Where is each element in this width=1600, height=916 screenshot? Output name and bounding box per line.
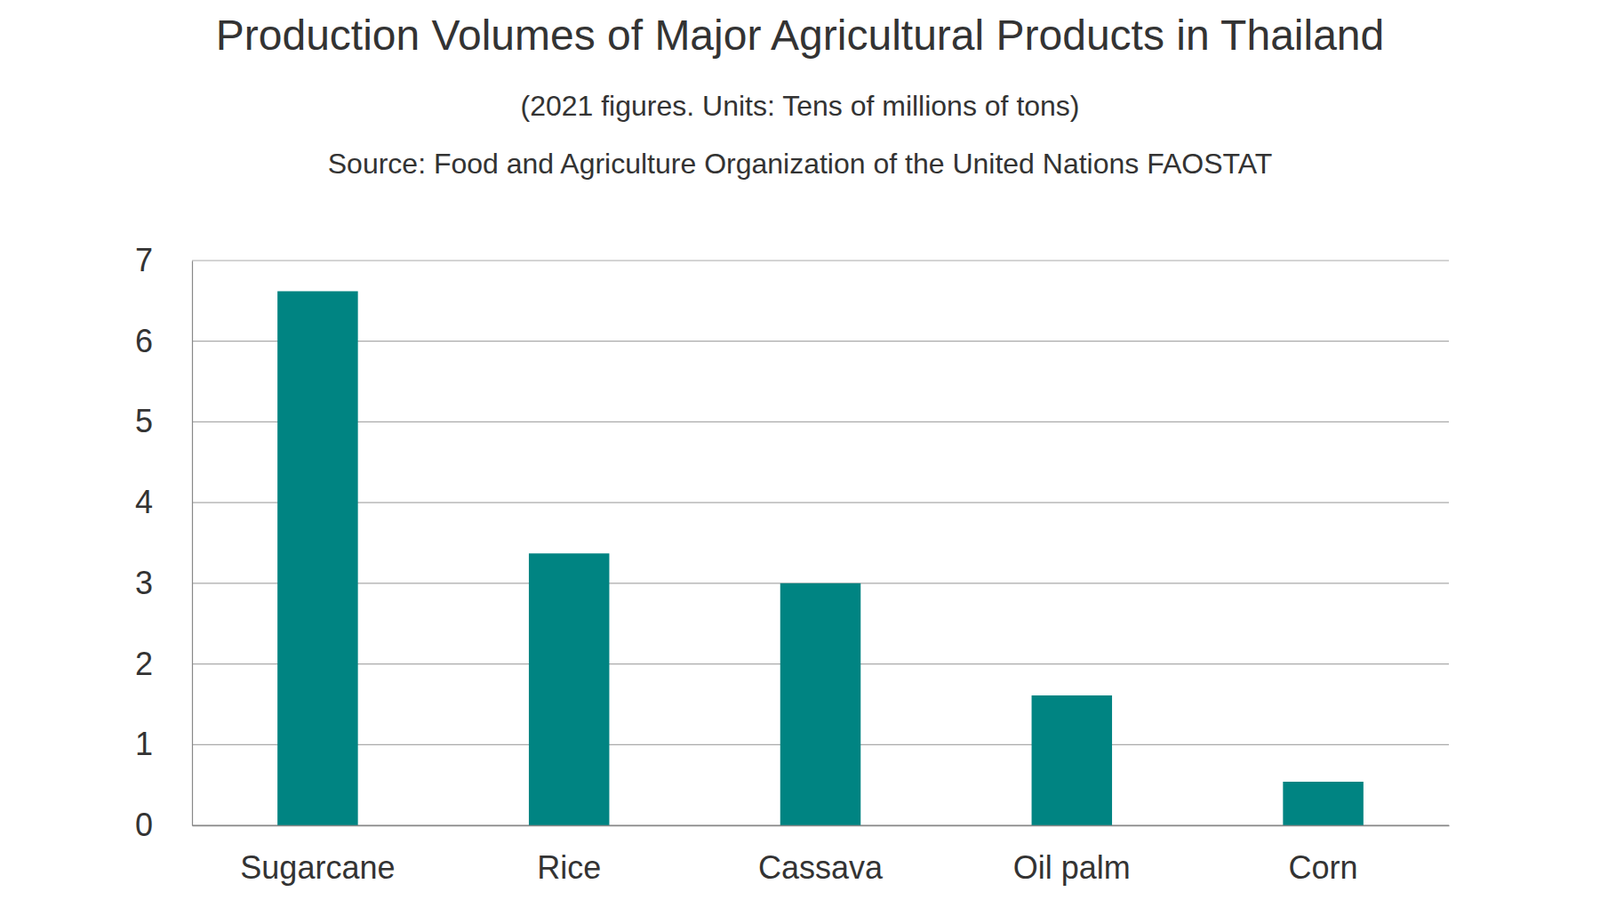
subtitle: (2021 figures. Units: Tens of millions o…: [520, 89, 1080, 122]
y-tick-label: 5: [135, 402, 153, 440]
x-tick-label: Sugarcane: [240, 848, 395, 886]
x-tick-label: Cassava: [758, 848, 884, 886]
x-tick: Oil palm: [1013, 824, 1131, 886]
x-axis: Sugarcane Rice Cassava Oil palm Corn: [192, 824, 1450, 886]
x-tick: Rice: [536, 824, 601, 886]
x-tick: Cassava: [758, 824, 884, 886]
y-tick-label: 7: [135, 241, 153, 279]
x-tick-label: Oil palm: [1013, 848, 1131, 886]
y-tick: 0: [135, 806, 192, 843]
x-axis-line: [192, 824, 1450, 827]
y-tick-label: 0: [135, 806, 153, 843]
grid-line: [192, 340, 1449, 342]
bar: [1032, 695, 1112, 825]
source: Source: Food and Agriculture Organizatio…: [328, 147, 1272, 180]
bar: [1282, 781, 1363, 825]
x-tick-label: Rice: [536, 848, 601, 886]
grid: [192, 260, 1449, 825]
grid-line: [192, 259, 1449, 261]
x-tick: Corn: [1288, 824, 1359, 886]
y-tick-label: 4: [135, 483, 153, 520]
chart: Production Volumes of Major Agricultural…: [0, 0, 1600, 916]
bar: [780, 583, 861, 825]
grid-line: [192, 421, 1449, 423]
y-tick-label: 6: [135, 322, 153, 360]
bar: [528, 552, 609, 825]
y-tick-label: 2: [135, 645, 153, 682]
y-tick: 2: [135, 645, 192, 682]
x-tick: Sugarcane: [240, 824, 395, 886]
y-tick: 1: [135, 725, 192, 762]
y-axis: 0 1 2 3 4 5 6 7: [135, 241, 193, 843]
y-tick: 7: [135, 241, 192, 279]
y-tick: 4: [135, 483, 192, 520]
y-tick-label: 3: [135, 564, 153, 601]
x-tick-label: Corn: [1288, 848, 1359, 886]
grid-line: [192, 502, 1449, 504]
y-tick: 6: [135, 322, 192, 360]
bars: [277, 290, 1364, 825]
title: Production Volumes of Major Agricultural…: [216, 11, 1384, 59]
bar: [277, 290, 358, 825]
y-tick-label: 1: [135, 725, 153, 762]
y-tick: 5: [135, 402, 192, 440]
y-axis-line: [192, 261, 193, 826]
y-tick: 3: [135, 564, 192, 601]
